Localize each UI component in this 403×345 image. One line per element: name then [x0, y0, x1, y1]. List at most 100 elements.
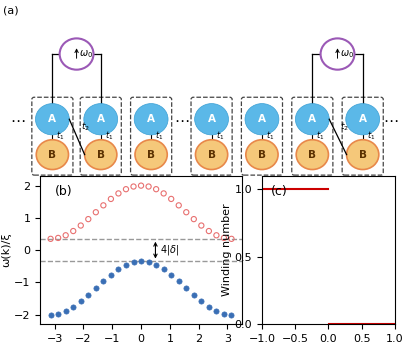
Text: B: B [359, 150, 367, 160]
Text: $\omega_0$: $\omega_0$ [340, 48, 354, 60]
Text: A: A [147, 114, 155, 124]
Point [160, 266, 167, 272]
Point [77, 298, 84, 304]
Point [213, 233, 220, 238]
Point [62, 308, 69, 314]
Text: $\cdots$: $\cdots$ [10, 112, 26, 127]
Text: A: A [208, 114, 216, 124]
Circle shape [134, 104, 168, 135]
Text: A: A [258, 114, 266, 124]
Text: $t_2$: $t_2$ [340, 121, 349, 133]
Circle shape [35, 104, 69, 135]
Y-axis label: ω(k)/ξ: ω(k)/ξ [1, 233, 11, 267]
Point [55, 235, 61, 241]
Point [206, 228, 212, 234]
Point [198, 223, 205, 228]
Point [145, 259, 152, 265]
Text: B: B [208, 150, 216, 160]
Point [77, 223, 84, 228]
Point [48, 236, 54, 241]
Point [168, 272, 174, 277]
Point [153, 262, 159, 268]
Point [191, 292, 197, 298]
Point [221, 311, 227, 316]
Text: $t_1$: $t_1$ [56, 130, 65, 142]
Text: $t_2$: $t_2$ [81, 121, 89, 133]
Text: B: B [308, 150, 316, 160]
Text: A: A [308, 114, 316, 124]
Point [85, 216, 91, 222]
Text: (b): (b) [54, 185, 72, 198]
Text: $t_1$: $t_1$ [367, 130, 375, 142]
Point [93, 285, 99, 291]
Point [100, 203, 107, 208]
Circle shape [295, 104, 329, 135]
Point [221, 235, 227, 241]
Point [145, 184, 152, 189]
Point [198, 298, 205, 304]
Text: $\cdots$: $\cdots$ [174, 112, 189, 127]
Circle shape [347, 140, 379, 169]
Point [175, 203, 182, 208]
Circle shape [36, 140, 69, 169]
Text: B: B [258, 150, 266, 160]
Point [85, 292, 91, 298]
Text: B: B [147, 150, 155, 160]
Point [228, 236, 235, 241]
Point [108, 196, 114, 202]
Circle shape [296, 140, 328, 169]
Circle shape [60, 38, 93, 70]
Point [138, 183, 144, 188]
Text: (a): (a) [3, 6, 19, 16]
Point [100, 278, 107, 284]
Point [115, 191, 122, 196]
Point [138, 259, 144, 264]
Circle shape [321, 38, 355, 70]
Point [48, 312, 54, 317]
Circle shape [245, 104, 279, 135]
Text: B: B [48, 150, 56, 160]
Text: $t_1$: $t_1$ [266, 130, 274, 142]
Text: A: A [97, 114, 105, 124]
Circle shape [346, 104, 380, 135]
Text: (c): (c) [271, 185, 288, 198]
Circle shape [84, 104, 118, 135]
Circle shape [195, 140, 228, 169]
Text: $t_1$: $t_1$ [316, 130, 325, 142]
Point [153, 186, 159, 192]
Point [175, 278, 182, 284]
Point [130, 259, 137, 265]
Point [115, 266, 122, 272]
Point [183, 285, 189, 291]
Text: $\omega_0$: $\omega_0$ [79, 48, 93, 60]
Point [191, 216, 197, 222]
Point [213, 308, 220, 314]
Text: $t_1$: $t_1$ [216, 130, 224, 142]
Text: A: A [359, 114, 367, 124]
Point [183, 209, 189, 215]
Circle shape [135, 140, 167, 169]
Point [93, 209, 99, 215]
Text: A: A [48, 114, 56, 124]
Point [55, 311, 61, 316]
Text: $\cdots$: $\cdots$ [383, 112, 399, 127]
Text: $4|\delta|$: $4|\delta|$ [160, 243, 179, 257]
Point [160, 191, 167, 196]
Text: B: B [97, 150, 105, 160]
Point [70, 304, 77, 309]
Point [70, 228, 77, 234]
Point [228, 312, 235, 317]
Point [123, 186, 129, 192]
Y-axis label: Winding number: Winding number [222, 204, 232, 296]
Circle shape [195, 104, 229, 135]
Circle shape [85, 140, 117, 169]
Text: $t_1$: $t_1$ [155, 130, 164, 142]
Circle shape [246, 140, 278, 169]
Point [108, 272, 114, 277]
Text: $t_1$: $t_1$ [105, 130, 113, 142]
Point [130, 184, 137, 189]
Point [206, 304, 212, 309]
Point [62, 233, 69, 238]
Point [168, 196, 174, 202]
Point [123, 262, 129, 268]
